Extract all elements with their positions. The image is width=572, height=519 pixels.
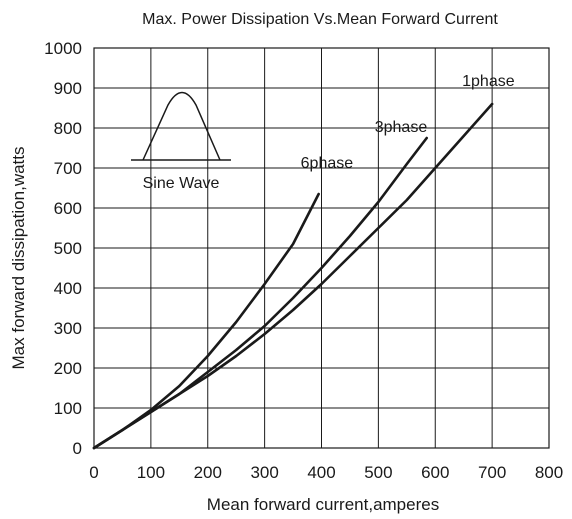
y-tick-label: 800 xyxy=(54,119,82,138)
series-line-1phase xyxy=(92,102,494,450)
x-tick-label: 800 xyxy=(535,463,563,482)
x-tick-label: 500 xyxy=(364,463,392,482)
tick-labels: 0 100 200 300 400 500 600 700 800 0 100 200 300 400 50… xyxy=(44,39,563,482)
sine-wave-label: Sine Wave xyxy=(143,175,220,192)
sine-wave-pulse-icon xyxy=(142,91,221,161)
chart-title: Max. Power Dissipation Vs.Mean Forward C… xyxy=(142,11,498,28)
sine-wave-inset: Sine Wave xyxy=(131,91,231,192)
series-label-1phase: 1phase xyxy=(462,73,515,90)
x-tick-label: 0 xyxy=(89,463,98,482)
grid-lines xyxy=(94,48,549,448)
y-tick-label: 300 xyxy=(54,319,82,338)
y-tick-label: 200 xyxy=(54,359,82,378)
y-tick-label: 400 xyxy=(54,279,82,298)
plot-frame xyxy=(93,47,550,449)
y-tick-label: 0 xyxy=(73,439,82,458)
y-tick-label: 900 xyxy=(54,79,82,98)
series-label-3phase: 3phase xyxy=(375,119,428,136)
x-tick-label: 700 xyxy=(478,463,506,482)
y-axis-label: Max forward dissipation,watts xyxy=(9,147,28,370)
y-tick-label: 1000 xyxy=(44,39,82,58)
series-line-6phase xyxy=(92,192,320,450)
y-tick-label: 700 xyxy=(54,159,82,178)
x-tick-label: 100 xyxy=(137,463,165,482)
x-tick-label: 300 xyxy=(250,463,278,482)
x-axis-label: Mean forward current,amperes xyxy=(207,495,439,514)
series-curves: 6phase 3phase 1phase xyxy=(92,73,515,450)
y-tick-label: 600 xyxy=(54,199,82,218)
x-tick-label: 600 xyxy=(421,463,449,482)
y-tick-label: 100 xyxy=(54,399,82,418)
series-label-6phase: 6phase xyxy=(301,155,354,172)
y-tick-label: 500 xyxy=(54,239,82,258)
x-tick-label: 200 xyxy=(194,463,222,482)
x-tick-label: 400 xyxy=(307,463,335,482)
